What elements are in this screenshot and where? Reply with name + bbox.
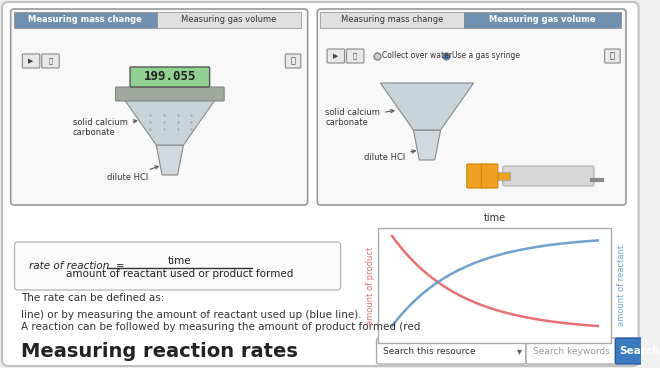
FancyBboxPatch shape (285, 54, 301, 68)
Text: ⤢: ⤢ (290, 57, 296, 66)
FancyBboxPatch shape (615, 338, 660, 364)
Text: ▾: ▾ (517, 346, 522, 356)
FancyBboxPatch shape (42, 54, 59, 68)
FancyBboxPatch shape (115, 87, 224, 101)
Text: rate of reaction  =: rate of reaction = (29, 261, 125, 271)
Text: time: time (484, 213, 506, 223)
Text: The rate can be defined as:: The rate can be defined as: (21, 293, 165, 303)
Text: Collect over water: Collect over water (382, 52, 452, 60)
Polygon shape (156, 145, 183, 175)
FancyBboxPatch shape (377, 338, 526, 364)
Polygon shape (380, 83, 474, 130)
FancyBboxPatch shape (327, 49, 345, 63)
Text: Measuring mass change: Measuring mass change (28, 15, 143, 25)
FancyBboxPatch shape (526, 338, 617, 364)
Text: Search this resource: Search this resource (383, 347, 476, 355)
Text: Measuring gas volume: Measuring gas volume (489, 15, 596, 25)
Text: dilute HCl: dilute HCl (364, 150, 415, 162)
FancyBboxPatch shape (346, 49, 364, 63)
Text: amount of reactant: amount of reactant (616, 245, 626, 326)
Text: ⏮: ⏮ (353, 53, 357, 59)
FancyBboxPatch shape (605, 49, 620, 63)
Text: ⤢: ⤢ (610, 52, 615, 60)
FancyBboxPatch shape (480, 172, 510, 180)
Text: dilute HCl: dilute HCl (107, 166, 158, 182)
FancyBboxPatch shape (2, 2, 639, 366)
Text: Use a gas syringe: Use a gas syringe (452, 52, 520, 60)
FancyBboxPatch shape (22, 54, 40, 68)
Text: solid calcium
carbonate: solid calcium carbonate (325, 107, 394, 127)
FancyBboxPatch shape (11, 9, 308, 205)
Polygon shape (123, 98, 216, 145)
FancyBboxPatch shape (157, 12, 301, 28)
Text: Search keywords.: Search keywords. (533, 347, 612, 355)
FancyBboxPatch shape (15, 242, 341, 290)
Text: ▶: ▶ (28, 58, 34, 64)
FancyBboxPatch shape (320, 12, 464, 28)
Text: Measuring mass change: Measuring mass change (341, 15, 444, 25)
Polygon shape (413, 130, 441, 160)
FancyBboxPatch shape (14, 12, 157, 28)
Text: line) or by measuring the amount of reactant used up (blue line).: line) or by measuring the amount of reac… (21, 310, 362, 320)
FancyBboxPatch shape (503, 166, 594, 186)
FancyBboxPatch shape (464, 12, 621, 28)
FancyBboxPatch shape (481, 164, 498, 188)
FancyBboxPatch shape (467, 164, 483, 188)
Text: Measuring gas volume: Measuring gas volume (182, 15, 277, 25)
Text: amount of reactant used or product formed: amount of reactant used or product forme… (66, 269, 293, 279)
Text: ▶: ▶ (333, 53, 339, 59)
Text: solid calcium
carbonate: solid calcium carbonate (73, 118, 137, 137)
Text: Search: Search (619, 346, 660, 356)
FancyBboxPatch shape (378, 228, 611, 343)
FancyBboxPatch shape (317, 9, 626, 205)
Text: ⏮: ⏮ (48, 58, 53, 64)
Text: 199.055: 199.055 (144, 71, 196, 84)
FancyBboxPatch shape (130, 67, 210, 87)
Text: Measuring reaction rates: Measuring reaction rates (21, 342, 298, 361)
Text: amount of product: amount of product (366, 246, 376, 325)
Text: A reaction can be followed by measuring the amount of product formed (red: A reaction can be followed by measuring … (21, 322, 420, 332)
Text: time: time (168, 256, 191, 266)
